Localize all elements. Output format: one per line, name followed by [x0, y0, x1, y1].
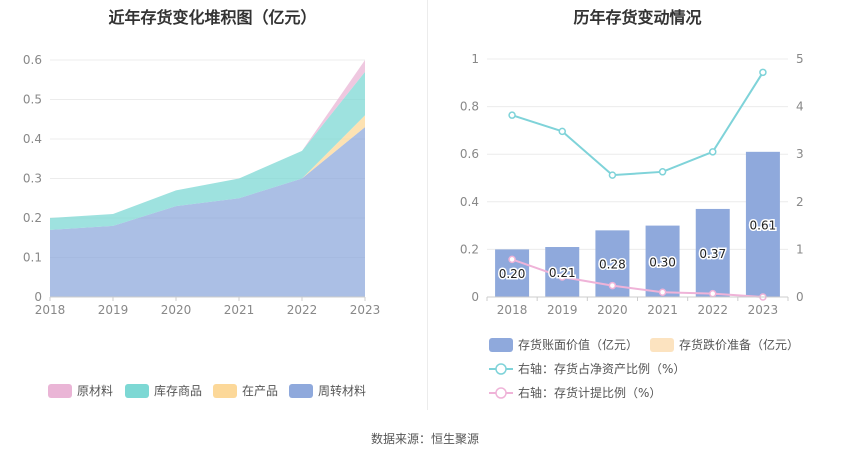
bar — [695, 208, 730, 297]
y-right-tick-label: 0 — [796, 290, 804, 304]
legend-item: 存货账面价值（亿元） — [489, 337, 638, 352]
y-tick-label: 0 — [34, 290, 42, 304]
y-right-tick-label: 5 — [796, 52, 804, 66]
y-right-tick-label: 3 — [796, 147, 804, 161]
line-point — [558, 273, 566, 281]
line-point — [709, 148, 717, 156]
x-tick-label: 2023 — [350, 303, 381, 317]
legend-label: 存货跌价准备（亿元） — [679, 337, 799, 352]
y-tick-label: 0.3 — [23, 172, 42, 186]
line-point — [558, 127, 566, 136]
line-series — [511, 71, 764, 177]
y-tick-label: 0.1 — [23, 251, 42, 265]
bar — [645, 225, 680, 297]
line-point — [608, 171, 617, 179]
legend-label: 在产品 — [242, 384, 278, 398]
x-tick-label: 2018 — [497, 303, 528, 317]
y-left-tick-label: 0.8 — [460, 100, 479, 114]
legend-item: 在产品 — [213, 384, 278, 398]
legend-swatch — [489, 338, 513, 352]
bar-data-label: 0.28 — [599, 258, 626, 272]
y-right-tick-label: 2 — [796, 195, 804, 209]
bar-data-label: 0.30 — [649, 255, 676, 269]
y-tick-label: 0.4 — [23, 132, 42, 146]
y-left-tick-label: 0.4 — [460, 195, 479, 209]
y-left-tick-label: 0 — [471, 290, 479, 304]
legend-label: 库存商品 — [154, 383, 202, 398]
legend-swatch — [650, 338, 674, 352]
stacked-area-chart: 0 0.1 0.2 0.3 0.4 0.5 0.6 2018 2019 2020 2021 2022 2… — [23, 53, 381, 398]
line-point — [759, 68, 767, 77]
legend-item: 库存商品 — [125, 383, 202, 398]
x-tick-label: 2022 — [287, 303, 318, 317]
right-chart-title: 历年存货变动情况 — [573, 8, 702, 27]
legend-label: 存货账面价值（亿元） — [518, 337, 638, 352]
data-source-note: 数据来源：恒生聚源 — [370, 432, 479, 446]
bar — [745, 151, 780, 297]
x-tick-label: 2019 — [98, 303, 129, 317]
combo-bar-line-chart: 0 0.2 0.4 0.6 0.8 1 0 1 2 3 4 5 0.20 0.21 0.28 0.30 0.37… — [460, 52, 804, 400]
line-point — [508, 255, 516, 264]
y-tick-label: 0.6 — [23, 53, 42, 67]
y-tick-label: 0.2 — [23, 211, 42, 225]
line-point — [658, 288, 667, 296]
line-point — [709, 289, 717, 298]
bar-data-label: 0.20 — [499, 267, 526, 281]
y-right-tick-label: 1 — [796, 242, 804, 256]
area-series-周转材料 — [50, 127, 365, 298]
legend-label: 周转材料 — [318, 383, 366, 398]
x-tick-label: 2022 — [697, 303, 728, 317]
legend-label: 右轴：存货占净资产比例（%） — [518, 361, 685, 376]
x-tick-label: 2023 — [748, 303, 779, 317]
legend-item: 周转材料 — [289, 383, 366, 398]
line-series — [511, 258, 763, 298]
bar-data-label: 0.37 — [699, 247, 726, 261]
bar-data-label: 0.61 — [750, 218, 777, 232]
x-tick-label: 2021 — [224, 303, 255, 317]
x-tick-label: 2021 — [647, 303, 678, 317]
legend-item: 右轴：存货计提比例（%） — [489, 385, 661, 400]
legend-item: 右轴：存货占净资产比例（%） — [489, 361, 685, 376]
legend-item: 原材料 — [48, 384, 113, 398]
y-left-tick-label: 0.6 — [460, 147, 479, 161]
legend-swatch — [289, 384, 313, 398]
y-right-tick-label: 4 — [796, 100, 804, 114]
y-left-tick-label: 0.2 — [460, 242, 479, 256]
legend-marker — [495, 363, 507, 375]
left-chart-title: 近年存货变化堆积图（亿元） — [108, 8, 317, 27]
legend-label: 原材料 — [77, 384, 113, 398]
y-tick-label: 0.5 — [23, 93, 42, 107]
legend-swatch — [48, 384, 72, 398]
legend-marker — [495, 387, 507, 399]
y-left-tick-label: 1 — [471, 52, 479, 66]
x-tick-label: 2020 — [161, 303, 192, 317]
x-tick-label: 2019 — [547, 303, 578, 317]
chart-divider — [427, 0, 428, 410]
line-point — [658, 168, 667, 176]
legend-label: 右轴：存货计提比例（%） — [518, 385, 661, 400]
bar-data-label: 0.21 — [549, 266, 576, 280]
legend-swatch — [125, 384, 149, 398]
x-tick-label: 2018 — [35, 303, 66, 317]
line-point — [508, 111, 516, 119]
x-tick-label: 2020 — [597, 303, 628, 317]
line-point — [608, 281, 617, 290]
legend-item: 存货跌价准备（亿元） — [650, 337, 799, 352]
legend-swatch — [213, 384, 237, 398]
